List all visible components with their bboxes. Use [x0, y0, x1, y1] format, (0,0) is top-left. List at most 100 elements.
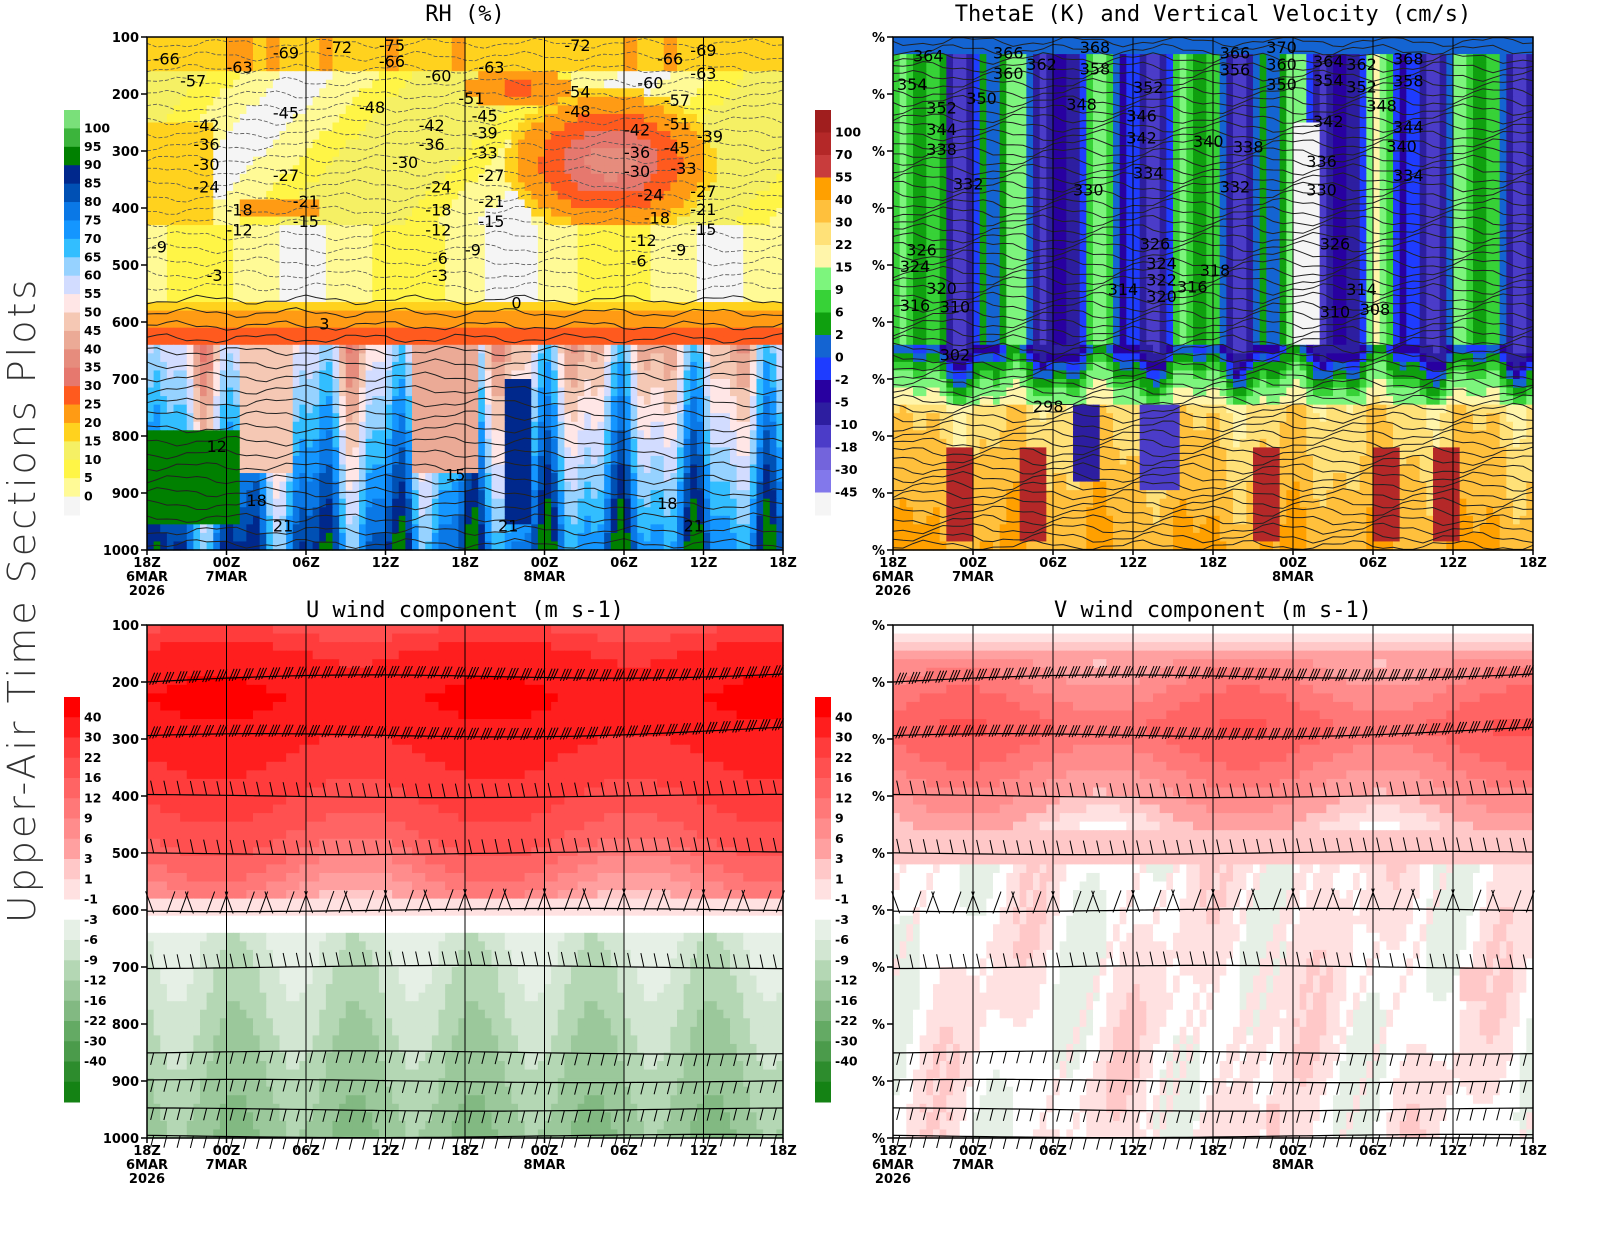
field-cell [180, 404, 188, 414]
field-cell [272, 182, 281, 192]
field-cell [756, 113, 764, 124]
field-cell [484, 37, 493, 47]
field-cell [306, 156, 314, 166]
field-cell [683, 45, 691, 55]
field-cell [776, 190, 784, 201]
field-cell [763, 319, 771, 329]
field-cell [292, 302, 300, 312]
field-cell [624, 182, 632, 192]
field-cell [504, 139, 512, 149]
field-cell [431, 353, 440, 363]
field-cell [398, 71, 406, 81]
field-cell [531, 379, 539, 389]
field-cell [425, 387, 433, 397]
field-cell [226, 190, 234, 201]
field-cell [730, 105, 738, 115]
field-cell [703, 302, 711, 312]
field-cell [147, 37, 155, 47]
field-cell [537, 165, 546, 175]
field-cell [153, 455, 161, 466]
field-cell [498, 131, 506, 141]
field-cell [405, 182, 413, 192]
field-cell [160, 79, 168, 89]
field-cell [531, 199, 539, 209]
field-cell [624, 105, 632, 115]
field-cell [630, 413, 638, 423]
field-cell [657, 71, 665, 81]
field-cell [630, 62, 638, 72]
field-cell [166, 173, 175, 183]
field-cell [272, 310, 281, 320]
field-cell [769, 113, 777, 124]
field-cell [557, 225, 565, 235]
field-cell [677, 276, 685, 286]
field-cell [299, 182, 307, 192]
field-cell [253, 233, 261, 243]
field-cell [166, 165, 175, 175]
field-cell [749, 37, 758, 47]
field-cell [166, 105, 175, 115]
field-cell [696, 370, 705, 380]
field-cell [451, 190, 459, 201]
field-cell [498, 45, 506, 55]
field-cell [266, 276, 274, 286]
field-cell [736, 413, 744, 423]
field-cell [531, 190, 539, 201]
field-cell [385, 327, 393, 337]
field-cell [617, 233, 625, 243]
field-cell [637, 336, 645, 346]
field-cell [511, 148, 519, 158]
field-cell [239, 370, 247, 380]
field-cell [743, 438, 751, 448]
field-cell [365, 71, 373, 81]
field-cell [246, 139, 254, 149]
field-cell [590, 421, 599, 431]
field-cell [557, 464, 565, 474]
field-cell [696, 54, 705, 64]
field-cell [471, 259, 479, 269]
field-cell [425, 148, 433, 158]
field-cell [253, 387, 261, 397]
field-cell [498, 404, 506, 414]
field-cell [266, 148, 274, 158]
field-cell [471, 336, 479, 346]
field-cell [597, 216, 605, 226]
field-cell [577, 370, 585, 380]
field-cell [418, 173, 426, 183]
field-cell [763, 79, 771, 89]
field-cell [226, 71, 234, 81]
field-cell [564, 370, 572, 380]
field-cell [365, 438, 373, 448]
field-cell [438, 173, 446, 183]
field-cell [166, 473, 175, 483]
field-cell [180, 370, 188, 380]
field-cell [312, 225, 320, 235]
field-cell [332, 225, 340, 235]
field-cell [624, 319, 632, 329]
field-cell [306, 387, 314, 397]
field-cell [438, 319, 446, 329]
field-cell [643, 182, 652, 192]
field-cell [696, 216, 705, 226]
field-cell [378, 430, 387, 440]
field-cell [299, 165, 307, 175]
field-cell [226, 438, 234, 448]
field-cell [392, 302, 400, 312]
field-cell [478, 353, 486, 363]
field-cell [657, 353, 665, 363]
field-cell [425, 165, 433, 175]
field-cell [405, 79, 413, 89]
field-cell [617, 302, 625, 312]
field-cell [743, 302, 751, 312]
field-cell [166, 310, 175, 320]
field-cell [498, 190, 506, 201]
field-cell [253, 71, 261, 81]
field-cell [557, 396, 565, 406]
field-cell [531, 284, 539, 295]
field-cell [458, 165, 466, 175]
field-cell [690, 242, 698, 252]
field-cell [577, 105, 585, 115]
field-cell [710, 336, 718, 346]
field-cell [677, 421, 685, 431]
field-cell [339, 190, 347, 201]
